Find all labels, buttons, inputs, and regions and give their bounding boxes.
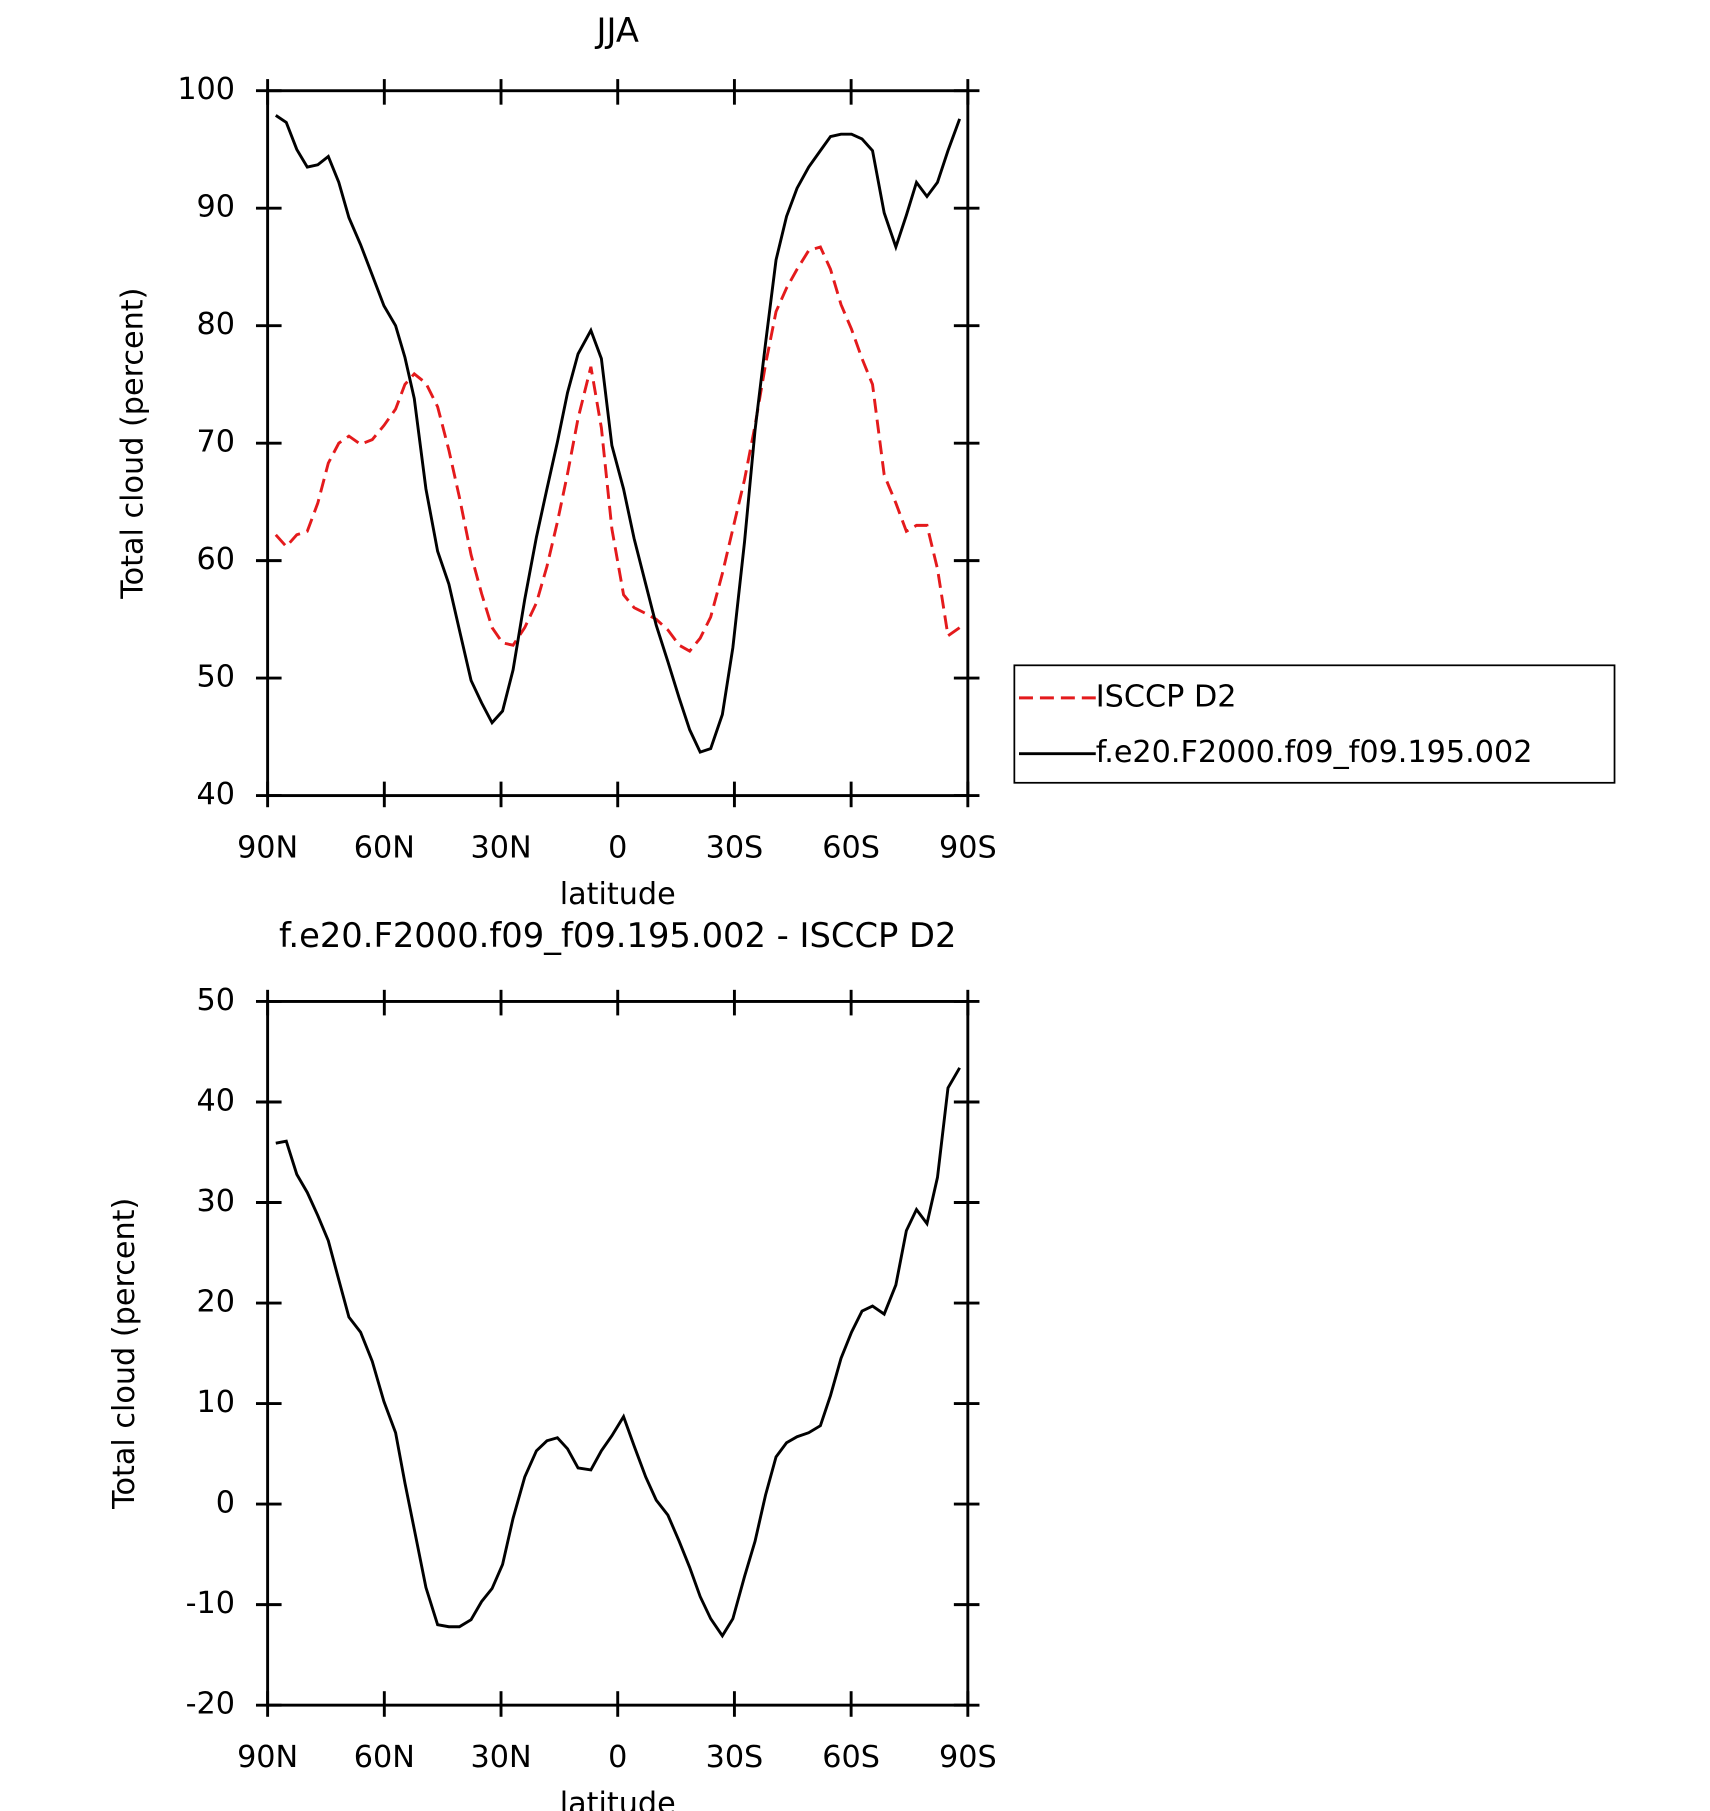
x-tick-label: 0 [608,831,627,866]
data-line [274,114,962,754]
legend-label: f.e20.F2000.f09_f09.195.002 [1096,735,1533,770]
y-tick-label: 50 [197,660,235,695]
x-tick-label: 60S [822,1740,880,1775]
x-tick-label: 0 [608,1740,627,1775]
x-axis-label: latitude [560,1787,676,1811]
x-tick-label: 30N [470,1740,531,1775]
data-line [274,245,961,653]
data-line [275,1067,961,1639]
x-tick-label: 30S [706,831,764,866]
x-tick-label: 30N [470,831,531,866]
x-tick-label: 60S [822,831,880,866]
y-tick-label: 50 [197,983,235,1018]
legend-box [1013,664,1616,784]
x-tick-label: 60N [354,831,415,866]
x-tick-label: 30S [706,1740,764,1775]
x-tick-label: 90N [237,831,298,866]
plot-frame [266,89,970,798]
y-tick-label: 30 [197,1184,235,1219]
y-tick-label: -10 [186,1586,235,1621]
x-tick-label: 60N [354,1740,415,1775]
y-axis-label: Total cloud (percent) [115,288,150,600]
y-tick-label: 10 [197,1385,235,1420]
y-tick-label: 80 [197,307,235,342]
y-tick-label: 60 [197,542,235,577]
y-tick-label: 0 [216,1486,235,1521]
plot-frame [266,1000,970,1707]
y-tick-label: 70 [197,425,235,460]
chart-title: f.e20.F2000.f09_f09.195.002 - ISCCP D2 [279,916,957,955]
y-axis-label: Total cloud (percent) [107,1198,142,1510]
y-tick-label: -20 [186,1687,235,1722]
chart-title: JJA [595,11,639,50]
x-tick-label: 90S [939,1740,997,1775]
x-tick-label: 90N [237,1740,298,1775]
y-tick-label: 100 [177,72,235,107]
x-tick-label: 90S [939,831,997,866]
x-axis-label: latitude [560,877,676,912]
y-tick-label: 20 [197,1285,235,1320]
y-tick-label: 40 [197,1083,235,1118]
y-tick-label: 40 [197,777,235,812]
y-tick-label: 90 [197,190,235,225]
legend-label: ISCCP D2 [1096,679,1237,714]
